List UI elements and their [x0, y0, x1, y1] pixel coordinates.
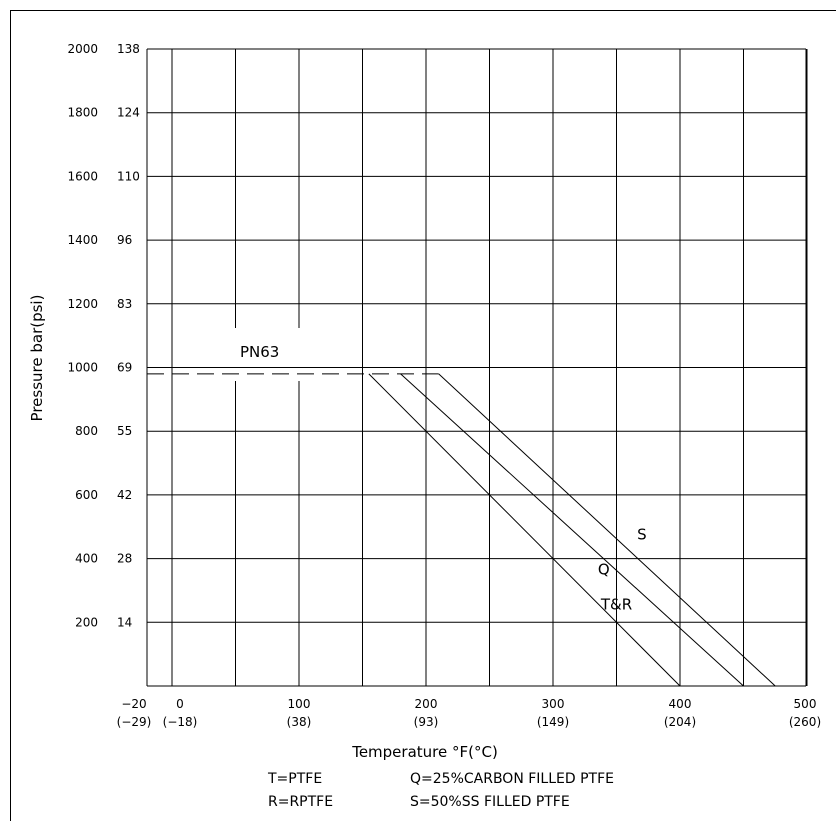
x-axis-ticks: −20 (−29) 0 (−18) 100 (38) 200 (93) 300 (149) 400 (… [117, 697, 821, 729]
y-axis-title: Pressure bar(psi) [28, 295, 46, 422]
series-line-tr [368, 373, 681, 687]
chart-frame [10, 10, 836, 821]
legend-q: Q=25%CARBON FILLED PTFE [410, 771, 614, 787]
y-tick-label-bar: 55 [117, 424, 132, 438]
x-tick-label-f: −20 [121, 697, 146, 711]
series-label-q: Q [598, 561, 610, 579]
x-tick-label-c: (38) [287, 715, 312, 729]
x-tick-label-f: 400 [669, 697, 692, 711]
y-tick-label-bar: 42 [117, 488, 132, 502]
x-tick-label-f: 0 [176, 697, 184, 711]
y-axis-ticks: 200 14 400 28 600 42 800 55 1000 69 1200 83 1400 96 16… [67, 42, 139, 629]
y-tick-label-psi: 200 [75, 615, 98, 629]
series-line-s [438, 373, 776, 687]
x-tick-label-f: 300 [542, 697, 565, 711]
y-tick-label-psi: 1600 [67, 169, 98, 183]
x-tick-label-f: 200 [415, 697, 438, 711]
y-tick-label-bar: 96 [117, 233, 132, 247]
legend-t: T=PTFE [267, 771, 322, 787]
x-axis-title: Temperature °F(°C) [351, 743, 498, 761]
y-tick-label-psi: 1400 [67, 233, 98, 247]
series-label-s: S [637, 525, 647, 543]
x-tick-label-f: 100 [288, 697, 311, 711]
x-tick-label-c: (−18) [163, 715, 198, 729]
y-tick-label-bar: 28 [117, 552, 132, 566]
grid [146, 48, 808, 687]
series-line-q [400, 373, 744, 687]
series-label-tr: T&R [600, 596, 632, 614]
y-tick-label-bar: 14 [117, 615, 132, 629]
y-tick-label-psi: 400 [75, 552, 98, 566]
x-tick-label-c: (149) [537, 715, 569, 729]
y-tick-label-psi: 2000 [67, 42, 98, 56]
y-tick-label-bar: 69 [117, 361, 132, 375]
y-tick-label-psi: 600 [75, 488, 98, 502]
y-tick-label-psi: 800 [75, 424, 98, 438]
y-tick-label-psi: 1200 [67, 297, 98, 311]
y-tick-label-bar: 124 [117, 106, 140, 120]
y-tick-label-psi: 1800 [67, 106, 98, 120]
series-lines: T&R Q S [147, 373, 776, 687]
y-tick-label-bar: 110 [117, 169, 140, 183]
legend-s: S=50%SS FILLED PTFE [410, 794, 570, 810]
x-tick-label-c: (204) [664, 715, 696, 729]
legend-r: R=RPTFE [268, 794, 333, 810]
x-tick-label-c: (260) [789, 715, 821, 729]
x-tick-label-c: (93) [414, 715, 439, 729]
y-tick-label-psi: 1000 [67, 361, 98, 375]
x-tick-label-f: 500 [794, 697, 817, 711]
rating-label-pn63: PN63 [240, 343, 279, 361]
x-tick-label-c: (−29) [117, 715, 152, 729]
y-tick-label-bar: 138 [117, 42, 140, 56]
y-tick-label-bar: 83 [117, 297, 132, 311]
